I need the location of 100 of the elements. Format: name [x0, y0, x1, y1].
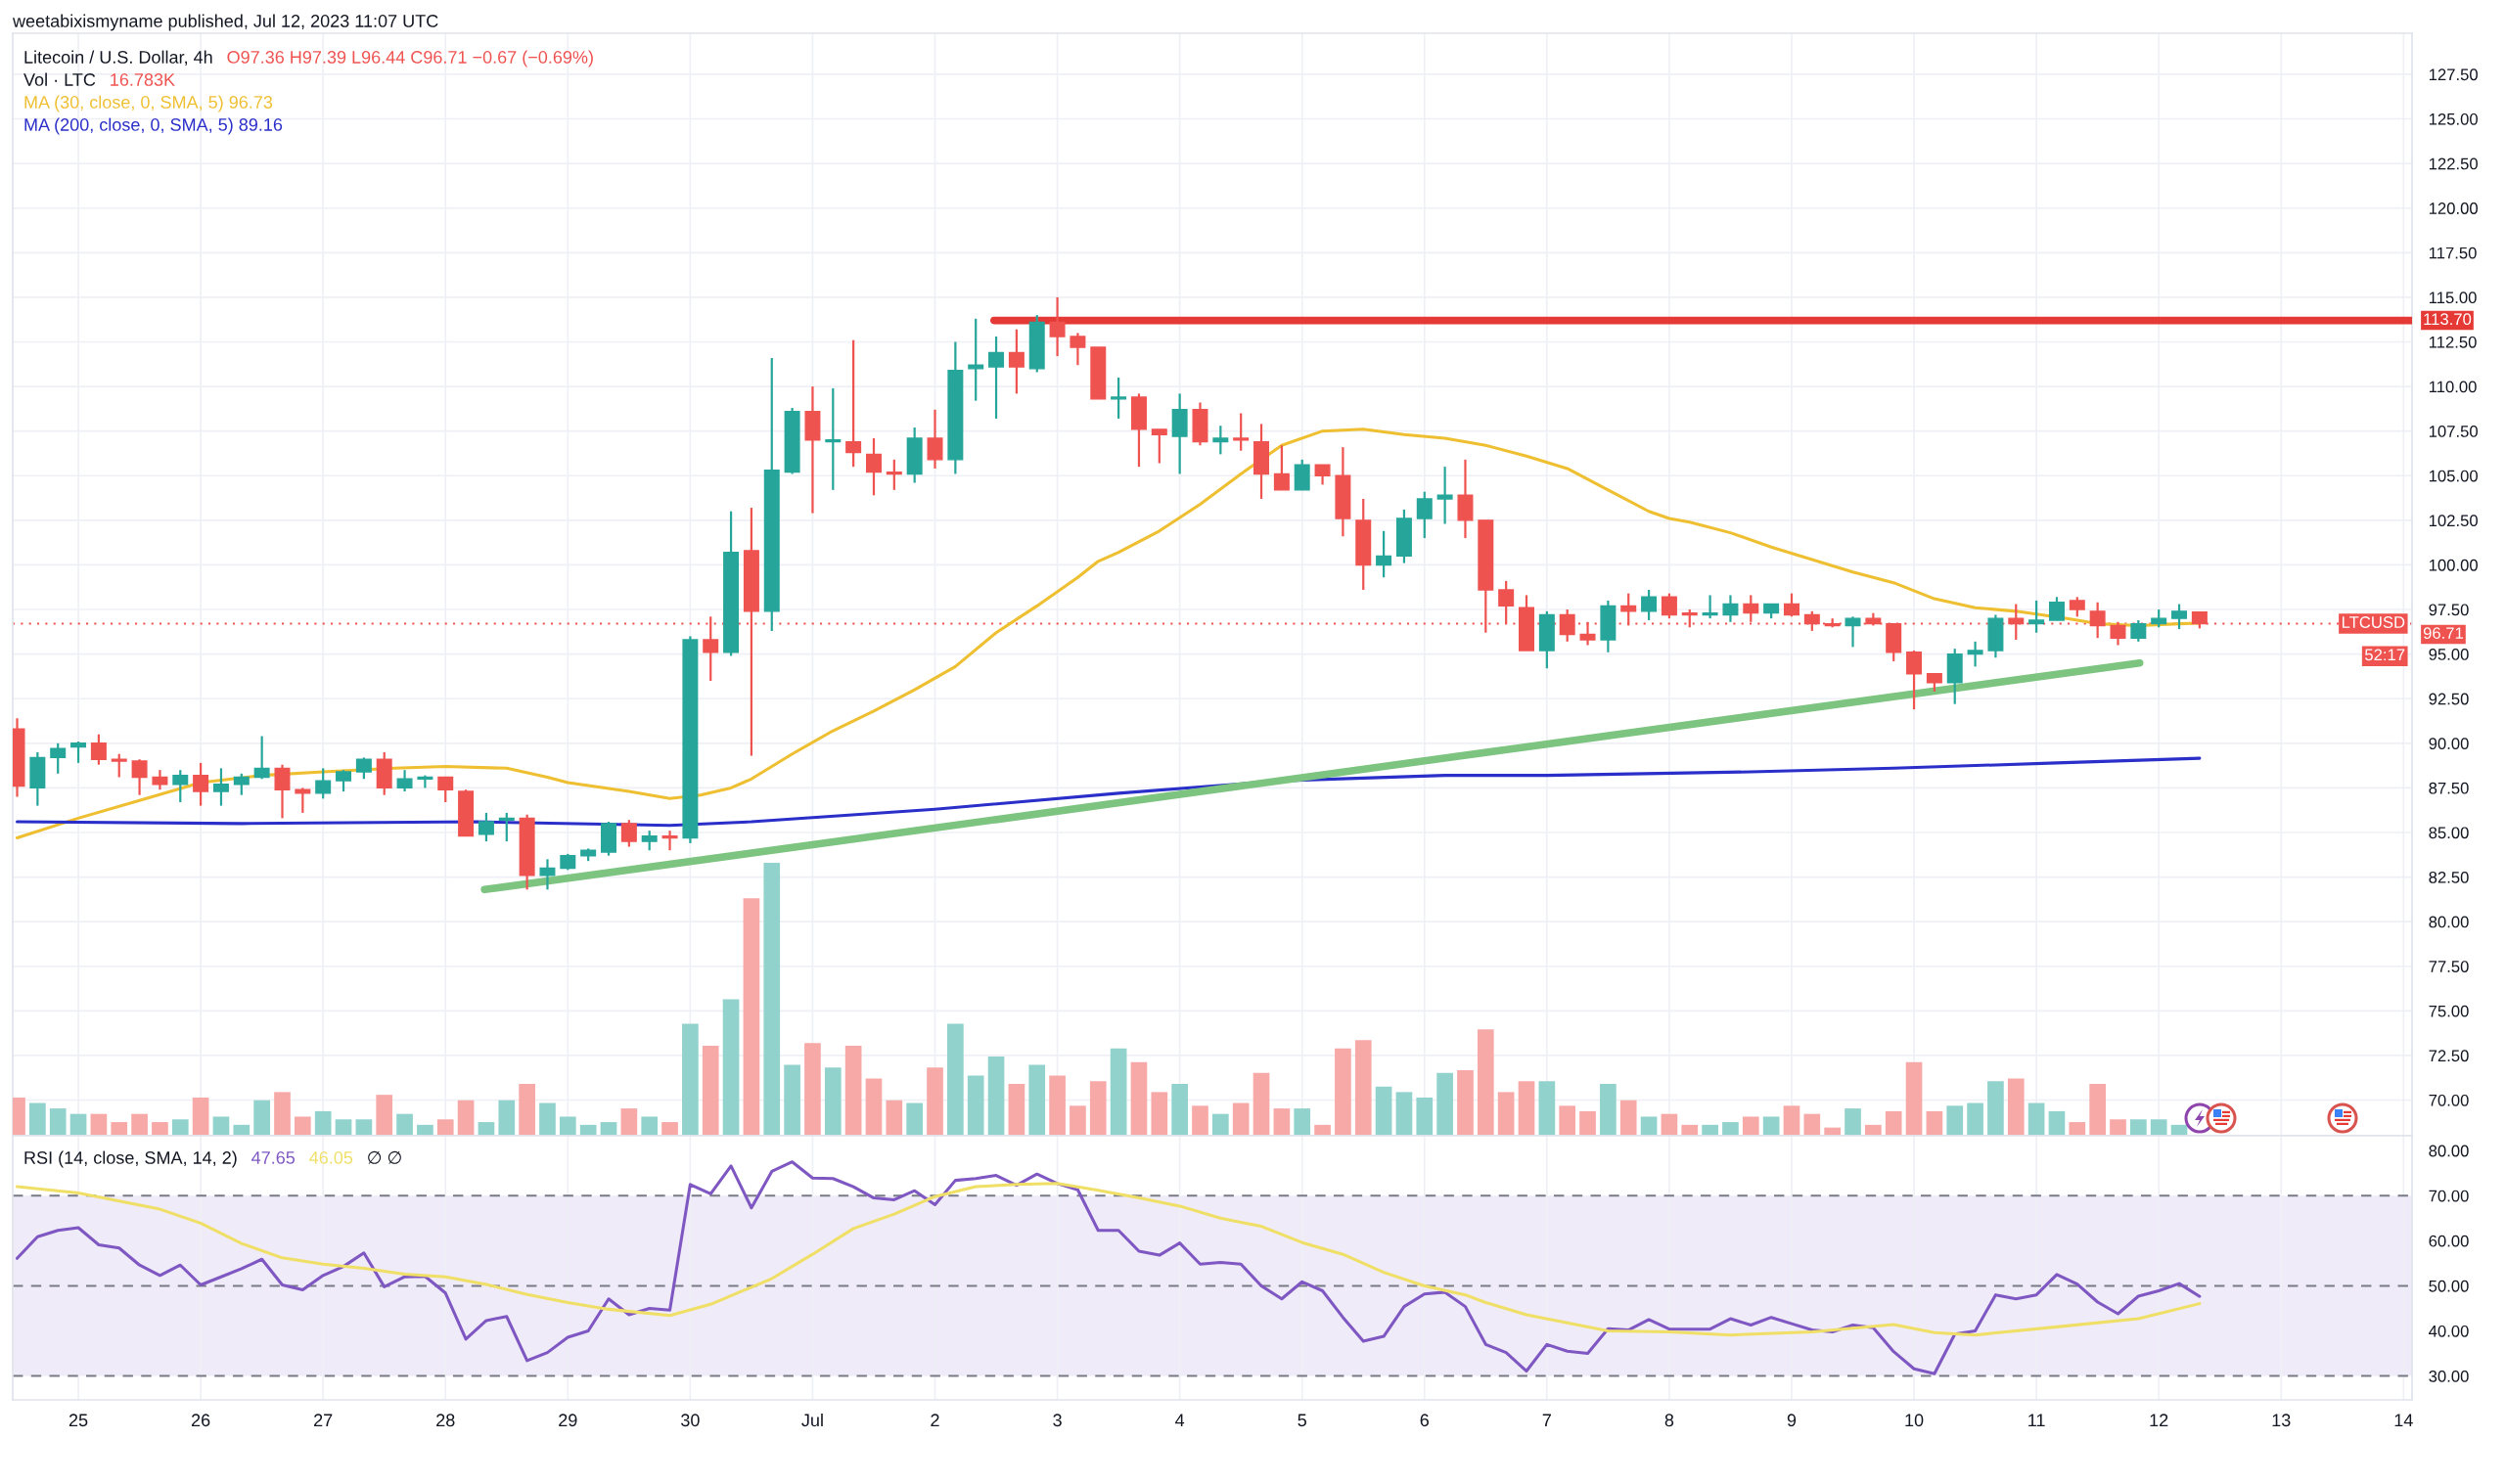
- y-tick-label: 115.00: [2429, 292, 2477, 304]
- candlestick: [2110, 620, 2126, 647]
- bar: [396, 1113, 413, 1136]
- bar: [233, 1124, 250, 1136]
- candlestick: [1783, 592, 1799, 618]
- y-tick-label: 80.00: [2429, 1145, 2469, 1157]
- text: Litecoin / U.S. Dollar, 4h: [24, 50, 212, 66]
- y-tick-label: 87.50: [2429, 782, 2469, 794]
- bar: [1354, 1040, 1372, 1136]
- bar: [171, 1119, 189, 1136]
- bar: [1436, 1072, 1453, 1136]
- x-tick-label: 8: [1664, 1414, 1674, 1427]
- candlestick: [641, 830, 658, 852]
- y-tick-label: 122.50: [2429, 157, 2478, 170]
- candlestick: [1967, 640, 1983, 668]
- x-tick-label: 11: [2028, 1414, 2045, 1426]
- candlestick: [152, 769, 168, 791]
- candlestick: [968, 317, 984, 402]
- candlestick: [1111, 376, 1127, 421]
- bar: [1803, 1113, 1821, 1136]
- bar: [1028, 1064, 1046, 1136]
- ref-line-label: 96.71: [2423, 627, 2464, 640]
- candlestick: [2028, 599, 2045, 634]
- candlestick: [703, 615, 719, 683]
- bar: [1416, 1097, 1434, 1136]
- bar: [152, 1122, 168, 1136]
- bar: [824, 1067, 842, 1136]
- x-tick-label: 7: [1542, 1414, 1551, 1426]
- candlestick: [1070, 332, 1086, 367]
- bar: [1967, 1102, 1983, 1136]
- bar: [1049, 1075, 1066, 1136]
- x-tick-label: 12: [2150, 1414, 2168, 1426]
- bar: [192, 1097, 209, 1136]
- bar: [1600, 1083, 1617, 1136]
- y-tick-label: 82.50: [2429, 871, 2469, 883]
- bar: [457, 1100, 475, 1136]
- candlestick: [111, 752, 127, 779]
- candlestick: [620, 819, 637, 848]
- bar: [1252, 1072, 1270, 1136]
- candlestick: [1416, 490, 1433, 540]
- candlestick: [988, 335, 1005, 421]
- bar: [90, 1113, 108, 1136]
- bar: [784, 1064, 800, 1136]
- text: MA (30, close, 0, SMA, 5) 96.73: [24, 95, 273, 112]
- y-tick-label: 30.00: [2429, 1370, 2469, 1382]
- bar: [1987, 1081, 2004, 1136]
- bar: [2089, 1083, 2106, 1136]
- candlestick: [1803, 609, 1820, 633]
- bar: [1457, 1070, 1474, 1136]
- bar: [661, 1122, 678, 1136]
- candlestick: [1008, 328, 1025, 395]
- candlestick: [2130, 618, 2147, 643]
- candlestick: [396, 769, 413, 793]
- bar: [355, 1119, 373, 1136]
- y-tick-label: 72.50: [2429, 1050, 2469, 1062]
- candlestick: [274, 763, 291, 820]
- bar: [682, 1023, 699, 1136]
- candlestick: [865, 436, 882, 497]
- y-tick-label: 107.50: [2429, 426, 2478, 437]
- bar: [987, 1057, 1005, 1136]
- bar: [1212, 1113, 1229, 1136]
- bar: [1314, 1124, 1331, 1136]
- bar: [498, 1100, 516, 1136]
- x-tick-label: Jul: [801, 1413, 823, 1427]
- y-tick-label: 112.50: [2429, 336, 2477, 348]
- bar: [1151, 1092, 1168, 1136]
- bar: [1294, 1108, 1311, 1136]
- bar: [1518, 1081, 1535, 1136]
- bar: [1681, 1124, 1699, 1136]
- candlestick: [2151, 607, 2167, 629]
- candlestick: [90, 733, 107, 766]
- y-tick-label: 90.00: [2429, 738, 2469, 750]
- candlestick: [336, 769, 352, 793]
- bar: [1885, 1110, 1902, 1136]
- bar: [1845, 1108, 1861, 1136]
- x-tick-label: 27: [314, 1414, 333, 1426]
- candlestick: [233, 772, 250, 796]
- y-tick-label: 120.00: [2429, 202, 2478, 214]
- x-tick-label: 5: [1298, 1414, 1306, 1427]
- y-tick-label: 70.00: [2429, 1094, 2469, 1106]
- bar: [212, 1116, 230, 1136]
- bar: [49, 1108, 67, 1136]
- candlestick: [478, 811, 494, 843]
- x-tick-label: 10: [1905, 1414, 1924, 1427]
- x-tick-label: 3: [1053, 1414, 1062, 1427]
- bar: [436, 1119, 454, 1136]
- candlestick: [1376, 529, 1392, 579]
- bar: [702, 1045, 719, 1136]
- bar: [1110, 1048, 1127, 1136]
- bar: [763, 863, 781, 1136]
- bar: [1232, 1102, 1250, 1136]
- bar: [1640, 1116, 1658, 1136]
- annotation: 52:17: [2365, 649, 2405, 661]
- y-tick-label: 95.00: [2429, 649, 2469, 660]
- bar: [2048, 1110, 2066, 1136]
- candlestick: [355, 756, 372, 781]
- candlestick: [1233, 412, 1250, 452]
- candlestick: [131, 758, 148, 796]
- candlestick: [1151, 427, 1167, 465]
- bar: [906, 1102, 924, 1136]
